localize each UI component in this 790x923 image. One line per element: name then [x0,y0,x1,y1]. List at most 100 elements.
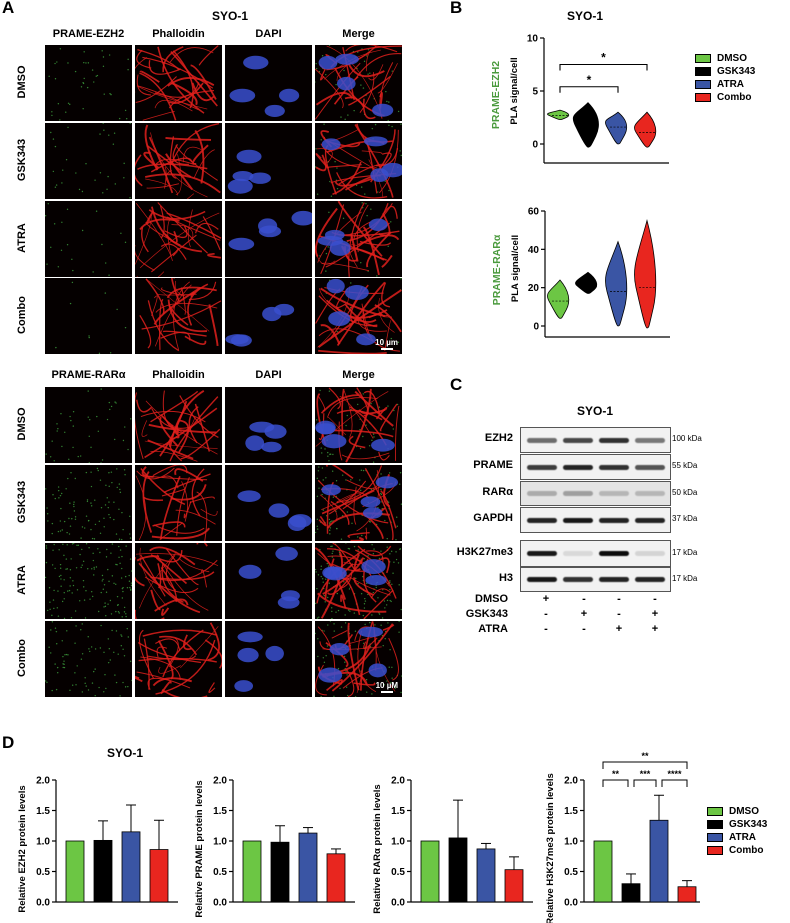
micrograph-blue [225,45,312,121]
legend-swatch [707,845,723,855]
treatment-label: GSK343 [465,608,508,620]
bar [65,840,85,903]
panel-b-title: SYO-1 [566,9,603,23]
blot-band [563,577,593,582]
blot-band [527,437,557,443]
treatment-sign: - [617,608,621,620]
micrograph-blue [225,543,312,619]
molecular-weight: 50 kDa [672,487,698,497]
bar-charts: 0.0 0.5 1.0 1.5 2.0 Relative EZH2 protein lev… [17,751,700,923]
svg-text:0: 0 [533,322,539,333]
svg-text:40: 40 [528,245,540,256]
violin [605,111,628,145]
micrograph-blue [225,621,312,697]
micrograph-red [135,278,222,354]
blot-strip [520,481,671,506]
blot-strip [520,540,671,567]
svg-text:0.0: 0.0 [391,898,405,909]
column-header: Phalloidin [152,369,205,381]
y-axis-label: Relative RARα protein levels [372,784,383,913]
molecular-weight: 37 kDa [672,514,698,523]
bar-chart: 0.0 0.5 1.0 1.5 2.0 Relative RARα protein lev… [372,776,533,914]
legend-swatch [707,806,723,816]
molecular-weight: 100 kDa [672,434,702,443]
treatment-sign: - [582,593,586,605]
micrograph-blue [225,465,312,541]
bar-chart: 0.0 0.5 1.0 1.5 2.0 Relative PRAME protein le… [194,776,355,918]
bar [149,849,169,903]
svg-text:1.0: 1.0 [213,837,227,848]
legend-item: DMSO [707,805,767,817]
blot-band [599,464,629,470]
bar [298,832,318,903]
blot-band [599,437,629,443]
blot-band [599,517,629,523]
micrograph-red [135,123,222,199]
micrograph-blue [225,278,312,354]
significance-marker: ** [641,751,649,761]
blot-band [527,491,557,496]
svg-text:0.5: 0.5 [391,867,405,878]
row-label: GSK343 [16,480,28,524]
panel-a-letter: A [2,0,15,17]
treatment-sign: + [580,608,588,620]
row-label: ATRA [16,565,28,595]
svg-text:1.0: 1.0 [564,837,578,848]
scale-bar: 10 µm [375,338,398,350]
blot-band [563,517,593,523]
svg-text:0.5: 0.5 [564,867,578,878]
blot-label: RARα [482,485,513,498]
violin [547,109,570,121]
panel-c-title: SYO-1 [576,404,613,418]
row-label: PRAME-RARα [491,234,503,305]
row-label: PRAME-EZH2 [490,61,502,129]
micrograph-blue [225,201,312,277]
svg-text:0.5: 0.5 [213,867,227,878]
micrograph-merge [315,387,402,463]
column-header: PRAME-RARα [51,369,126,381]
blot-band [527,517,557,523]
svg-text:1.0: 1.0 [36,837,50,848]
svg-text:1.5: 1.5 [36,806,50,817]
blot-band [527,577,557,582]
svg-text:1.0: 1.0 [391,837,405,848]
treatment-sign: - [653,593,657,605]
blot-label: EZH2 [484,432,513,444]
panel-d-legend: DMSO GSK343 ATRA Combo [707,805,767,857]
legend-item: ATRA [695,78,755,90]
svg-text:0: 0 [532,140,538,151]
panel-a-title: SYO-1 [211,9,248,23]
bar [270,841,290,903]
bar [93,839,113,903]
molecular-weight: 17 kDa [672,547,698,557]
svg-text:0.5: 0.5 [36,867,50,878]
violin [547,279,570,319]
blot-label: PRAME [473,459,513,471]
blot-strip [520,427,671,453]
micrograph-green [45,278,132,354]
bar [649,819,669,903]
y-axis-label: PLA signal/cell [509,57,520,124]
bar-chart: 0.0 0.5 1.0 1.5 2.0 Relative EZH2 protein lev… [17,776,178,913]
molecular-weight: 55 kDa [672,461,698,470]
column-header: Phalloidin [152,28,205,40]
micrograph-blue [225,387,312,463]
blot-band [527,551,557,556]
svg-text:5: 5 [532,87,538,98]
legend-swatch [695,53,711,63]
blot-band [635,491,665,496]
bar [420,840,440,903]
legend-swatch [695,66,711,76]
svg-text:2.0: 2.0 [391,776,405,787]
micrograph-red [135,621,222,697]
blot-band [599,551,629,556]
treatment-sign: + [651,623,659,635]
micrograph-green [45,201,132,277]
blot-band [563,437,593,443]
treatment-sign: - [617,593,621,605]
treatment-sign: - [582,623,586,635]
y-axis-label: Relative PRAME protein levels [194,780,205,917]
svg-text:60: 60 [528,207,540,218]
violin-chart-prame-ezh2: 0 5 10 PLA signal/cell PRAME-EZH2 * * [490,34,669,164]
svg-text:2.0: 2.0 [36,776,50,787]
